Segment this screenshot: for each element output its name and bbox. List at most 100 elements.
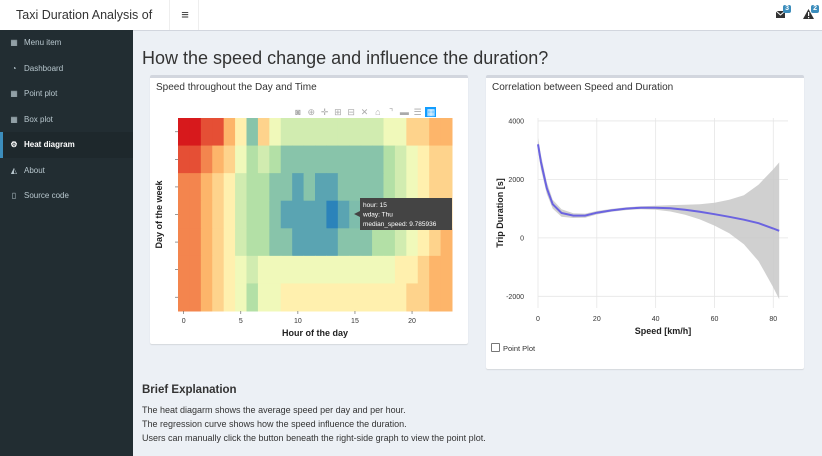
heatmap-cell[interactable] <box>303 255 316 284</box>
pan-icon[interactable]: ✛ <box>321 107 329 117</box>
camera-icon[interactable]: ◙ <box>295 107 301 117</box>
heatmap-cell[interactable] <box>189 200 202 229</box>
heatmap-cell[interactable] <box>406 145 419 174</box>
heatmap-cell[interactable] <box>269 118 282 147</box>
hover-compare-icon[interactable]: ☰ <box>414 107 422 117</box>
heatmap-cell[interactable] <box>246 228 259 257</box>
heatmap-cell[interactable] <box>372 228 384 257</box>
heatmap-cell[interactable] <box>440 145 453 174</box>
heatmap-chart[interactable]: ◙ ⊕ ✛ ⊞ ⊟ ✕ ⌂ ⌝ ▬ ☰ ▦ 0 5 10 15 20 Hour of the day Day o… <box>150 78 468 341</box>
heatmap-cell[interactable] <box>257 283 270 312</box>
heatmap-cell[interactable] <box>440 255 453 284</box>
heatmap-cell[interactable] <box>406 118 419 147</box>
heatmap-cell[interactable] <box>406 283 419 312</box>
heatmap-cell[interactable] <box>280 145 293 174</box>
heatmap-cell[interactable] <box>406 173 419 202</box>
heatmap-cell[interactable] <box>292 255 305 284</box>
heatmap-cell[interactable] <box>429 255 442 284</box>
heatmap-cell[interactable] <box>337 283 350 312</box>
heatmap-cell[interactable] <box>315 173 327 202</box>
heatmap-cell[interactable] <box>349 200 362 229</box>
heatmap-cell[interactable] <box>178 255 190 284</box>
heatmap-cell[interactable] <box>315 200 327 229</box>
app-title[interactable]: Taxi Duration Analysis of NYC <box>0 0 170 52</box>
heatmap-cell[interactable] <box>303 118 316 147</box>
heatmap-cell[interactable] <box>315 118 327 147</box>
heatmap-cell[interactable] <box>326 200 339 229</box>
heatmap-cell[interactable] <box>349 255 362 284</box>
heatmap-cell[interactable] <box>280 255 293 284</box>
notifications-menu[interactable]: 3 <box>768 0 794 30</box>
heatmap-cell[interactable] <box>337 173 350 202</box>
heatmap-cell[interactable] <box>212 173 225 202</box>
heatmap-cell[interactable] <box>337 228 350 257</box>
heatmap-cell[interactable] <box>349 228 362 257</box>
heatmap-cell[interactable] <box>372 118 384 147</box>
heatmap-cell[interactable] <box>394 118 407 147</box>
heatmap-cell[interactable] <box>292 228 305 257</box>
heatmap-cell[interactable] <box>246 145 259 174</box>
heatmap-cell[interactable] <box>189 173 202 202</box>
heatmap-cell[interactable] <box>372 255 384 284</box>
heatmap-cell[interactable] <box>349 145 362 174</box>
heatmap-cell[interactable] <box>235 255 247 284</box>
heatmap-cell[interactable] <box>257 200 270 229</box>
regression-chart[interactable]: -2000 0 2000 4000 0 20 40 60 80 Speed [km/h] Trip … <box>486 78 804 340</box>
heatmap-cell[interactable] <box>212 200 225 229</box>
heatmap-cell[interactable] <box>280 200 293 229</box>
heatmap-cell[interactable] <box>269 283 282 312</box>
heatmap-cell[interactable] <box>360 228 373 257</box>
heatmap-cell[interactable] <box>257 118 270 147</box>
heatmap-cell[interactable] <box>417 145 430 174</box>
heatmap-cell[interactable] <box>315 255 327 284</box>
heatmap-cell[interactable] <box>429 145 442 174</box>
heatmap-cell[interactable] <box>223 173 236 202</box>
heatmap-cell[interactable] <box>337 145 350 174</box>
heatmap-cell[interactable] <box>200 200 213 229</box>
plotly-logo-icon[interactable]: ▦ <box>427 107 436 117</box>
heatmap-cell[interactable] <box>292 118 305 147</box>
heatmap-cell[interactable] <box>178 145 190 174</box>
heatmap-cell[interactable] <box>326 118 339 147</box>
heatmap-cell[interactable] <box>429 173 442 202</box>
heatmap-cell[interactable] <box>235 283 247 312</box>
heatmap-cell[interactable] <box>257 145 270 174</box>
heatmap-cell[interactable] <box>383 255 396 284</box>
heatmap-cell[interactable] <box>200 118 213 147</box>
point-plot-checkbox[interactable]: Point Plot <box>491 343 535 353</box>
zoom-in-icon[interactable]: ⊞ <box>334 107 342 117</box>
heatmap-cell[interactable] <box>178 228 190 257</box>
sidebar-item-menu[interactable]: ▦ Menu item <box>0 30 133 56</box>
heatmap-cell[interactable] <box>417 118 430 147</box>
heatmap-cell[interactable] <box>326 145 339 174</box>
heatmap-cell[interactable] <box>417 283 430 312</box>
heatmap-cell[interactable] <box>349 173 362 202</box>
heatmap-cell[interactable] <box>269 200 282 229</box>
zoom-out-icon[interactable]: ⊟ <box>347 107 355 117</box>
reset-axes-icon[interactable]: ⌂ <box>375 107 380 117</box>
heatmap-cell[interactable] <box>269 255 282 284</box>
heatmap-cell[interactable] <box>292 173 305 202</box>
heatmap-cell[interactable] <box>235 228 247 257</box>
heatmap-cell[interactable] <box>315 145 327 174</box>
heatmap-cell[interactable] <box>235 145 247 174</box>
heatmap-cell[interactable] <box>280 283 293 312</box>
heatmap-cell[interactable] <box>372 173 384 202</box>
heatmap-cell[interactable] <box>349 283 362 312</box>
heatmap-cell[interactable] <box>200 173 213 202</box>
heatmap-cell[interactable] <box>326 283 339 312</box>
heatmap-cell[interactable] <box>246 200 259 229</box>
heatmap-cell[interactable] <box>394 173 407 202</box>
heatmap-cell[interactable] <box>440 118 453 147</box>
heatmap-cell[interactable] <box>303 200 316 229</box>
sidebar-item-heat-diagram[interactable]: ⚙ Heat diagram <box>0 132 133 158</box>
heatmap-cell[interactable] <box>315 228 327 257</box>
heatmap-cell[interactable] <box>394 145 407 174</box>
heatmap-cell[interactable] <box>200 255 213 284</box>
heatmap-cell[interactable] <box>394 228 407 257</box>
heatmap-cell[interactable] <box>326 255 339 284</box>
heatmap-cell[interactable] <box>383 145 396 174</box>
heatmap-cell[interactable] <box>360 118 373 147</box>
heatmap-cell[interactable] <box>235 200 247 229</box>
heatmap-cell[interactable] <box>246 118 259 147</box>
